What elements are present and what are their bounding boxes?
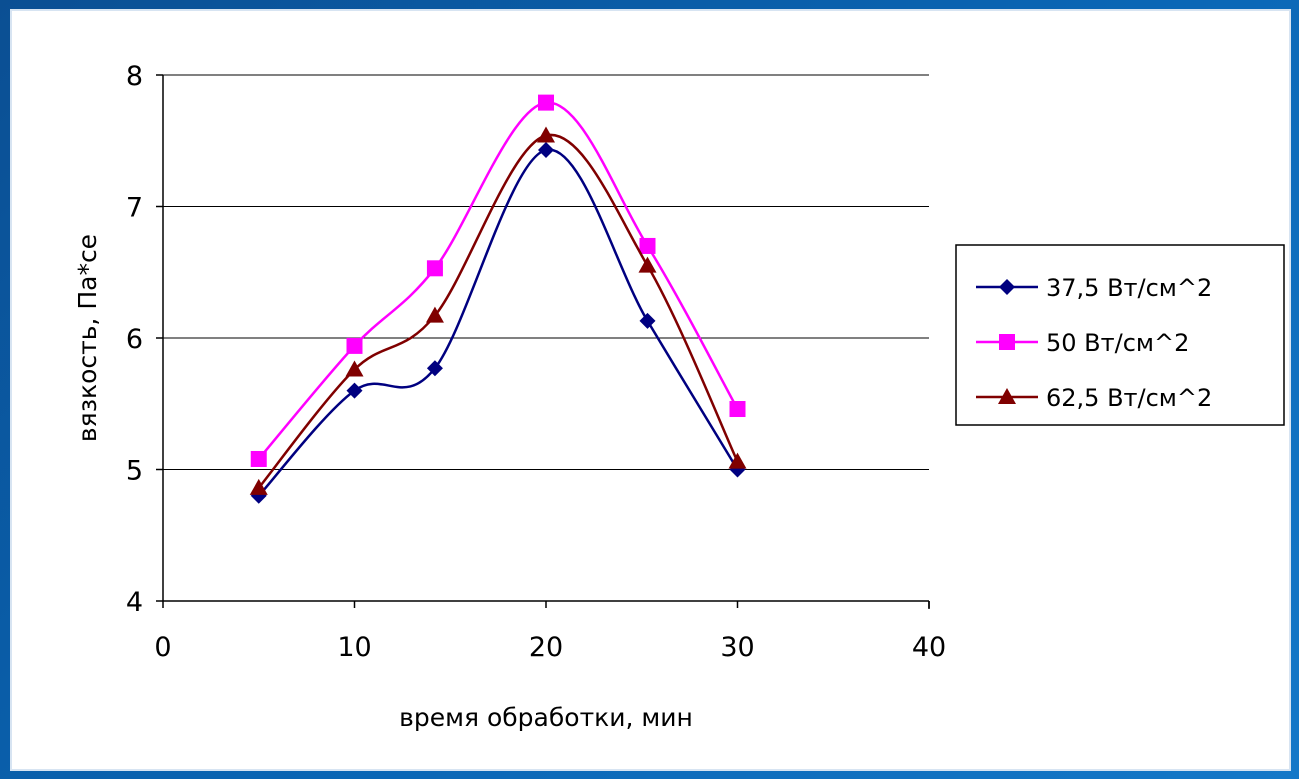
data-point: [426, 360, 443, 377]
gridlines: [163, 74, 929, 470]
legend: 37,5 Вт/см^2 50 Вт/см^2 62,5 Вт/см^2: [955, 244, 1285, 426]
chart-panel: 4 5 6 7 8 0 10 20 30 40 время обработки, мин вязк…: [10, 9, 1291, 771]
legend-swatch-marker: [999, 334, 1015, 350]
x-tick-label: 0: [154, 632, 171, 663]
x-axis-title: время обработки, мин: [399, 703, 693, 732]
x-tick-label: 40: [912, 632, 946, 663]
data-point: [538, 94, 554, 111]
legend-label: 62,5 Вт/см^2: [1046, 384, 1212, 412]
legend-label: 50 Вт/см^2: [1046, 329, 1189, 357]
legend-label: 37,5 Вт/см^2: [1046, 274, 1212, 302]
data-point: [250, 450, 267, 467]
data-point: [638, 256, 657, 273]
data-point: [537, 126, 555, 143]
data-point: [426, 260, 443, 277]
series-line: [257, 148, 739, 497]
data-point: [346, 382, 363, 399]
data-point: [538, 141, 554, 158]
legend-swatch-marker: [998, 388, 1016, 404]
x-tick-label: 30: [720, 632, 754, 663]
x-tick-label: 10: [337, 632, 371, 663]
axes: [156, 74, 930, 609]
tick-labels: 4 5 6 7 8 0 10 20 30 40: [126, 61, 946, 663]
series-1: [250, 141, 746, 504]
y-tick-label: 8: [126, 61, 143, 92]
data-point: [728, 452, 747, 469]
x-tick-label: 20: [529, 632, 563, 663]
y-tick-label: 4: [126, 587, 143, 618]
data-point: [346, 337, 363, 354]
y-tick-label: 5: [126, 456, 143, 487]
series-2: [250, 94, 746, 467]
data-point: [249, 478, 268, 495]
data-point: [729, 401, 746, 418]
series-line: [257, 101, 739, 460]
data-point: [639, 237, 656, 254]
line-chart: 4 5 6 7 8 0 10 20 30 40 время обработки, мин вязк…: [73, 61, 1285, 732]
legend-swatch-marker: [999, 279, 1015, 295]
series-layer: [249, 94, 747, 504]
series-line: [257, 133, 739, 489]
data-point: [425, 306, 444, 323]
y-tick-label: 6: [126, 324, 143, 355]
y-axis-title: вязкость, Па*се: [73, 234, 102, 442]
data-point: [639, 312, 656, 329]
y-tick-label: 7: [126, 193, 143, 224]
series-3: [249, 126, 747, 495]
data-point: [345, 360, 364, 377]
